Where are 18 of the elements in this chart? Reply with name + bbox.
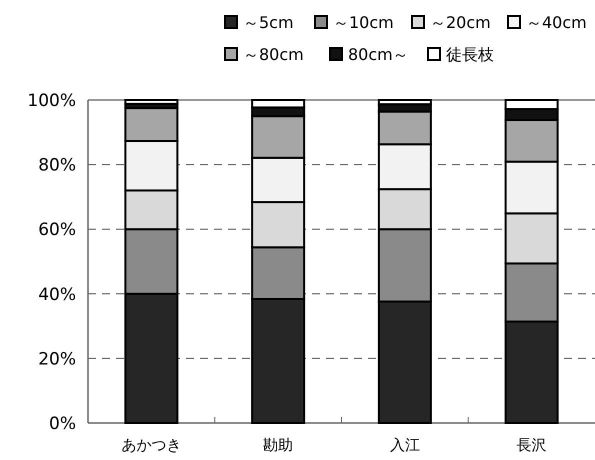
legend-label: ～10cm (333, 13, 394, 32)
y-tick-label: 0% (49, 414, 76, 434)
y-tick-label: 40% (38, 284, 76, 305)
x-tick-label: 入江 (390, 436, 420, 454)
y-tick-label: 100% (27, 91, 76, 111)
y-tick-label: 20% (38, 349, 76, 370)
legend-label: ～80cm (243, 45, 304, 64)
y-tick-label: 60% (38, 220, 76, 240)
legend-label: ～5cm (243, 13, 294, 32)
legend-label: 80cm～ (348, 45, 409, 64)
x-tick-label: 長沢 (516, 436, 547, 454)
x-tick-label: 勘助 (263, 436, 294, 454)
x-tick-label: あかつき (121, 436, 182, 454)
y-tick-label: 80% (38, 156, 76, 176)
bar (124, 99, 178, 105)
legend-label: 徒長枝 (446, 45, 494, 64)
legend-label: ～20cm (430, 13, 491, 32)
legend-label: ～40cm (526, 13, 587, 32)
